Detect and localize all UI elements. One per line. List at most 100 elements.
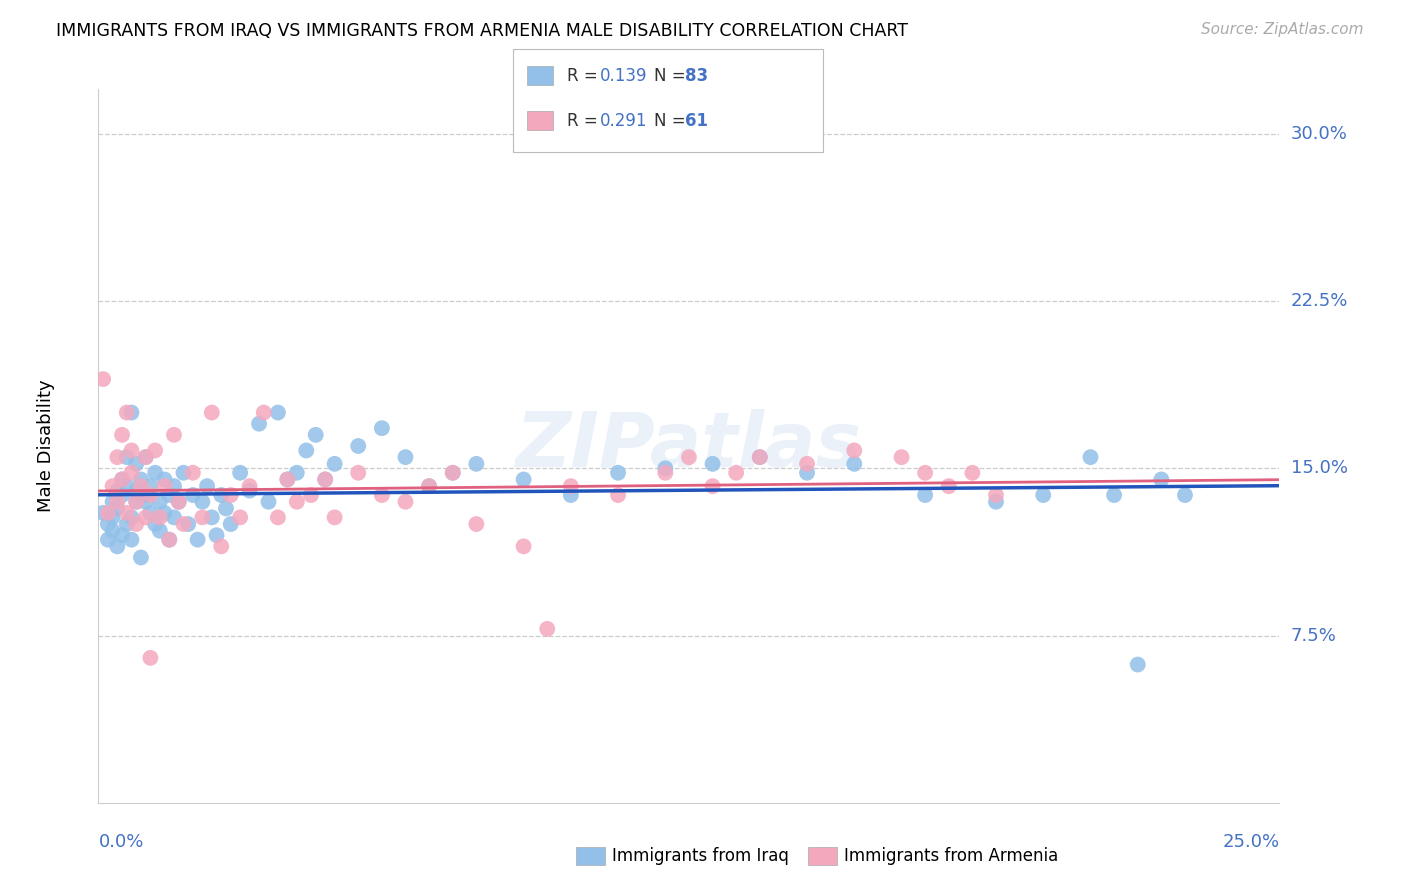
Point — [163, 427, 186, 442]
Point — [139, 651, 162, 665]
Point — [984, 494, 1007, 508]
Point — [105, 483, 128, 498]
Point — [844, 457, 866, 471]
Point — [205, 528, 228, 542]
Text: 83: 83 — [685, 67, 707, 85]
Point — [465, 517, 488, 532]
Text: 15.0%: 15.0% — [1291, 459, 1347, 477]
Point — [239, 483, 262, 498]
Text: ZIPatlas: ZIPatlas — [516, 409, 862, 483]
Point — [560, 479, 582, 493]
Point — [121, 466, 143, 480]
Point — [914, 488, 936, 502]
Point — [607, 488, 630, 502]
Text: 0.0%: 0.0% — [98, 833, 143, 851]
Point — [201, 405, 224, 420]
Point — [121, 533, 143, 547]
Text: R =: R = — [567, 67, 603, 85]
Point — [253, 405, 276, 420]
Point — [115, 517, 138, 532]
Point — [418, 479, 440, 493]
Point — [441, 466, 464, 480]
Point — [1174, 488, 1197, 502]
Point — [654, 466, 676, 480]
Point — [167, 494, 190, 508]
Point — [257, 494, 280, 508]
Point — [314, 473, 336, 487]
Point — [323, 510, 346, 524]
Point — [101, 510, 124, 524]
Text: 7.5%: 7.5% — [1291, 626, 1337, 645]
Point — [157, 488, 180, 502]
Point — [512, 539, 534, 553]
Point — [129, 479, 152, 493]
Point — [91, 372, 114, 386]
Point — [748, 450, 770, 465]
Point — [91, 506, 114, 520]
Point — [654, 461, 676, 475]
Point — [285, 466, 308, 480]
Point — [247, 417, 270, 431]
Point — [239, 479, 262, 493]
Text: Immigrants from Iraq: Immigrants from Iraq — [612, 847, 789, 865]
Point — [163, 479, 186, 493]
Point — [143, 466, 166, 480]
Point — [157, 533, 180, 547]
Point — [115, 479, 138, 493]
Point — [115, 450, 138, 465]
Point — [135, 488, 157, 502]
Point — [125, 483, 148, 498]
Point — [219, 517, 242, 532]
Point — [111, 427, 134, 442]
Point — [914, 466, 936, 480]
Text: 25.0%: 25.0% — [1222, 833, 1279, 851]
Point — [209, 539, 232, 553]
Point — [121, 510, 143, 524]
Point — [276, 473, 298, 487]
Text: Source: ZipAtlas.com: Source: ZipAtlas.com — [1201, 22, 1364, 37]
Point — [115, 506, 138, 520]
Text: N =: N = — [654, 67, 685, 85]
Text: 22.5%: 22.5% — [1291, 292, 1348, 310]
Point — [844, 443, 866, 458]
Text: 0.139: 0.139 — [600, 67, 648, 85]
Point — [101, 494, 124, 508]
Point — [143, 517, 166, 532]
Point — [796, 466, 818, 480]
Point — [1032, 488, 1054, 502]
Text: N =: N = — [654, 112, 685, 130]
Point — [1080, 450, 1102, 465]
Point — [125, 494, 148, 508]
Point — [157, 533, 180, 547]
Point — [323, 457, 346, 471]
Point — [181, 488, 204, 502]
Text: Male Disability: Male Disability — [37, 380, 55, 512]
Point — [135, 450, 157, 465]
Point — [129, 473, 152, 487]
Point — [97, 506, 120, 520]
Point — [187, 533, 209, 547]
Point — [191, 510, 214, 524]
Text: 30.0%: 30.0% — [1291, 125, 1347, 143]
Point — [135, 450, 157, 465]
Point — [536, 622, 558, 636]
Point — [111, 473, 134, 487]
Point — [209, 488, 232, 502]
Point — [678, 450, 700, 465]
Point — [984, 488, 1007, 502]
Point — [371, 488, 394, 502]
Point — [394, 450, 416, 465]
Point — [139, 479, 162, 493]
Point — [105, 494, 128, 508]
Point — [748, 450, 770, 465]
Point — [135, 494, 157, 508]
Point — [139, 506, 162, 520]
Point — [149, 510, 172, 524]
Point — [143, 443, 166, 458]
Point — [177, 517, 200, 532]
Text: IMMIGRANTS FROM IRAQ VS IMMIGRANTS FROM ARMENIA MALE DISABILITY CORRELATION CHAR: IMMIGRANTS FROM IRAQ VS IMMIGRANTS FROM … — [56, 22, 908, 40]
Point — [105, 501, 128, 516]
Point — [111, 488, 134, 502]
Point — [702, 457, 724, 471]
Text: Immigrants from Armenia: Immigrants from Armenia — [844, 847, 1057, 865]
